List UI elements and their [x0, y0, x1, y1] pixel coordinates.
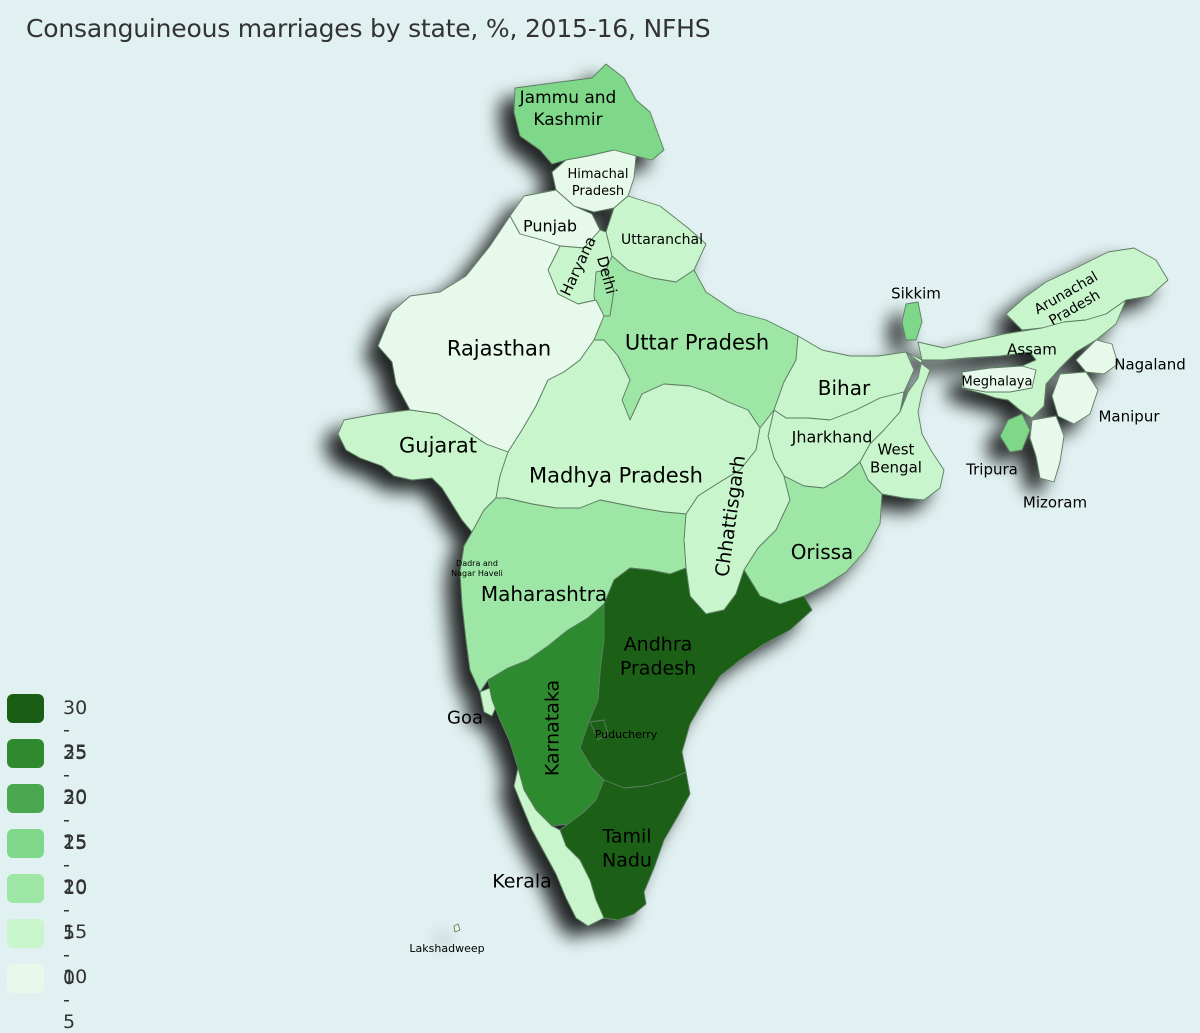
region-mizoram [1029, 415, 1065, 483]
legend-swatch [7, 739, 44, 768]
region-label-sikkim: Sikkim [891, 284, 941, 302]
region-label-line: Jammu and [519, 88, 617, 108]
region-label-andhra-pradesh: Andhra Pradesh [620, 634, 696, 680]
region-orissa [743, 461, 883, 605]
region-label-line: Rajasthan [447, 336, 551, 360]
region-puducherry [589, 719, 609, 741]
region-label-line: Nagaland [1114, 355, 1186, 373]
region-label-uttaranchal: Uttaranchal [621, 232, 703, 248]
region-label-line: Nagar Haveli [451, 569, 503, 578]
region-label-rajasthan: Rajasthan [447, 336, 551, 360]
region-label-himachal: Himachal Pradesh [568, 167, 629, 199]
region-label-bihar: Bihar [818, 376, 871, 400]
legend-label: 0 - 5 [63, 967, 76, 1033]
map-title: Consanguineous marriages by state, %, 20… [26, 14, 711, 43]
region-label-goa: Goa [447, 707, 483, 728]
region-label-kerala: Kerala [492, 871, 552, 893]
region-label-line: Pradesh [572, 184, 624, 199]
legend-label: 5 - 10 [63, 922, 88, 988]
region-label-line: Gujarat [399, 433, 477, 457]
region-label-assam: Assam [1007, 340, 1057, 358]
region-label-nagaland: Nagaland [1114, 355, 1186, 373]
region-label-line: Uttar Pradesh [625, 330, 769, 354]
region-label-line: Goa [447, 707, 483, 728]
legend-swatch [7, 919, 44, 948]
region-west-bengal [859, 351, 945, 501]
region-label-line: Puducherry [595, 728, 658, 741]
region-sikkim [901, 301, 923, 341]
region-tamil-nadu [559, 771, 691, 921]
region-label-line: Sikkim [891, 284, 941, 302]
region-label-line: Assam [1007, 340, 1057, 358]
legend-label: 15 - 20 [63, 832, 88, 898]
region-gujarat [337, 409, 509, 533]
region-label-line: Nadu [602, 850, 652, 872]
region-manipur [1051, 371, 1099, 425]
region-label-line: Orissa [791, 540, 854, 564]
region-label-line: Jharkhand [791, 428, 873, 447]
region-label-line: West [878, 440, 915, 458]
region-label-puducherry: Puducherry [595, 728, 658, 741]
region-label-dadra-nagar-haveli: Dadra and Nagar Haveli [451, 559, 503, 578]
region-nagaland [1075, 339, 1119, 375]
legend-label: 10 - 15 [63, 877, 88, 943]
region-label-gujarat: Gujarat [399, 433, 477, 457]
region-label-mizoram: Mizoram [1023, 493, 1087, 511]
legend-label: 25 - 30 [63, 742, 88, 808]
region-label-line: Andhra [624, 634, 693, 656]
legend-label: 30 - 35 [63, 697, 88, 763]
legend-label: 20 - 25 [63, 787, 88, 853]
region-label-line: Dadra and [456, 559, 498, 568]
region-label-line: Maharashtra [481, 582, 607, 606]
region-label-line: Kashmir [533, 110, 602, 130]
legend-swatch [7, 964, 44, 993]
region-lakshadweep [453, 923, 461, 933]
region-label-punjab: Punjab [523, 217, 577, 236]
region-label-west-bengal: West Bengal [870, 440, 922, 476]
region-label-line: Meghalaya [962, 375, 1033, 390]
region-label-orissa: Orissa [791, 540, 854, 564]
region-meghalaya [961, 365, 1037, 393]
region-tripura [999, 413, 1031, 453]
region-label-line: Himachal [568, 167, 629, 182]
region-label-jharkhand: Jharkhand [791, 428, 873, 447]
region-label-line: Mizoram [1023, 493, 1087, 511]
region-jammu-kashmir [513, 63, 665, 165]
region-label-madhya-pradesh: Madhya Pradesh [529, 463, 703, 487]
region-label-line: Lakshadweep [409, 942, 484, 955]
region-label-jammu-kashmir: Jammu and Kashmir [519, 88, 617, 130]
region-label-tamil-nadu: Tamil Nadu [601, 826, 652, 872]
region-label-line: Pradesh [620, 658, 696, 680]
legend-swatch [7, 784, 44, 813]
india-map: Jammu and Kashmir Himachal Pradesh Punjab Utt… [337, 63, 1186, 955]
region-label-manipur: Manipur [1098, 407, 1160, 425]
region-label-uttar-pradesh: Uttar Pradesh [625, 330, 769, 354]
region-label-line: Tamil [601, 826, 651, 848]
region-label-maharashtra: Maharashtra [481, 582, 607, 606]
region-label-lakshadweep: Lakshadweep [409, 942, 484, 955]
legend-swatch [7, 829, 44, 858]
region-label-karnataka: Karnataka [542, 680, 564, 776]
region-label-tripura: Tripura [965, 460, 1018, 478]
legend-swatch [7, 874, 44, 903]
region-label-line: Punjab [523, 217, 577, 236]
region-label-line: Tripura [965, 460, 1018, 478]
legend-swatch [7, 694, 44, 723]
region-label-line: Bihar [818, 376, 871, 400]
region-label-line: Kerala [492, 871, 552, 893]
region-label-line: Karnataka [542, 680, 564, 776]
region-label-line: Uttaranchal [621, 232, 703, 248]
region-label-line: Madhya Pradesh [529, 463, 703, 487]
region-label-line: Manipur [1098, 407, 1160, 425]
region-kerala [513, 767, 605, 927]
region-label-meghalaya: Meghalaya [962, 375, 1033, 390]
region-label-line: Bengal [870, 458, 922, 476]
